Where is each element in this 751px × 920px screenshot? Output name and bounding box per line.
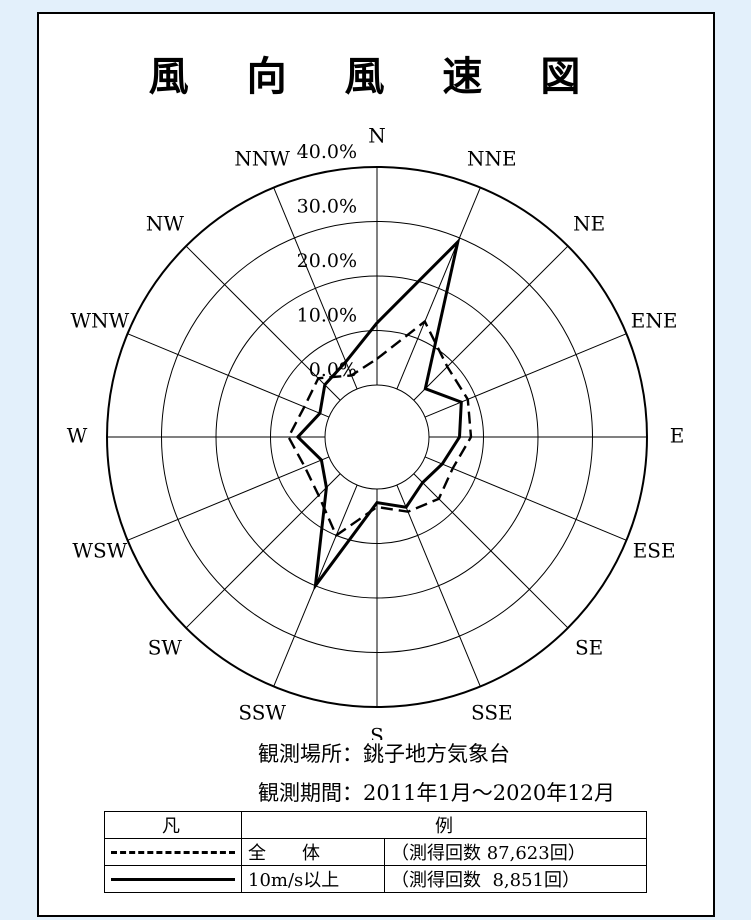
legend-row-strong: 10m/s以上 （測得回数 8,851回）: [104, 865, 647, 893]
wind-rose-chart: NNNENEENEEESESESSESSSWSWWSWWWNWNWNNW0.0%…: [67, 124, 685, 741]
legend-count-strong: （測得回数 8,851回）: [384, 865, 647, 893]
radial-tick-label: 30.0%: [297, 196, 357, 218]
legend-header-symbol: 凡: [104, 811, 242, 839]
observation-period: 観測期間：2011年1月～2020年12月: [258, 781, 615, 805]
grid-ring: [324, 384, 430, 490]
legend-name-strong: 10m/s以上: [241, 865, 385, 893]
spoke-line: [424, 456, 627, 541]
legend-solid-line-cell: [104, 865, 242, 893]
direction-label: NNE: [467, 146, 517, 170]
observation-site: 観測場所：銚子地方気象台: [258, 742, 510, 766]
radial-tick-label: 40.0%: [297, 141, 357, 163]
legend-header-row: 凡 例: [104, 811, 647, 839]
spoke-line: [413, 473, 569, 629]
direction-label: NNW: [234, 146, 290, 170]
spoke-line: [185, 245, 341, 401]
legend-name-all: 全 体: [241, 838, 385, 866]
series-strong-polygon: [295, 237, 463, 592]
spoke-line: [396, 484, 481, 687]
spoke-line: [185, 473, 341, 629]
chart-frame: [37, 12, 715, 917]
direction-label: NW: [146, 211, 185, 235]
spoke-line: [273, 187, 358, 390]
direction-label: WNW: [71, 309, 130, 333]
spoke-line: [127, 456, 330, 541]
direction-label: ESE: [633, 538, 676, 562]
direction-label: E: [670, 424, 685, 448]
radial-tick-label: 10.0%: [297, 305, 357, 327]
direction-label: ENE: [631, 309, 678, 333]
legend-header-desc: 例: [241, 811, 647, 839]
direction-label: N: [368, 124, 386, 148]
spoke-line: [424, 333, 627, 418]
direction-label: S: [370, 724, 384, 741]
direction-label: SE: [575, 636, 603, 660]
direction-label: WSW: [72, 538, 127, 562]
direction-label: NE: [573, 211, 605, 235]
legend-solid-line: [111, 877, 235, 881]
legend-dashed-line: [111, 850, 235, 854]
direction-label: SSW: [238, 701, 286, 725]
spoke-line: [127, 333, 330, 418]
series-all-polygon: [287, 319, 473, 538]
spoke-line: [396, 187, 481, 390]
legend-count-all: （測得回数 87,623回）: [384, 838, 647, 866]
legend-dashed-line-cell: [104, 838, 242, 866]
spoke-line: [413, 245, 569, 401]
legend-table: 凡 例 全 体 （測得回数 87,623回） 10m/s以上 （測得回数 8,8…: [104, 811, 647, 893]
direction-label: SSE: [471, 701, 513, 725]
direction-label: SW: [148, 636, 183, 660]
radial-tick-label: 20.0%: [297, 250, 357, 272]
legend-row-all: 全 体 （測得回数 87,623回）: [104, 838, 647, 866]
chart-title: 風 向 風 速 図: [148, 53, 603, 100]
direction-label: W: [67, 424, 88, 448]
